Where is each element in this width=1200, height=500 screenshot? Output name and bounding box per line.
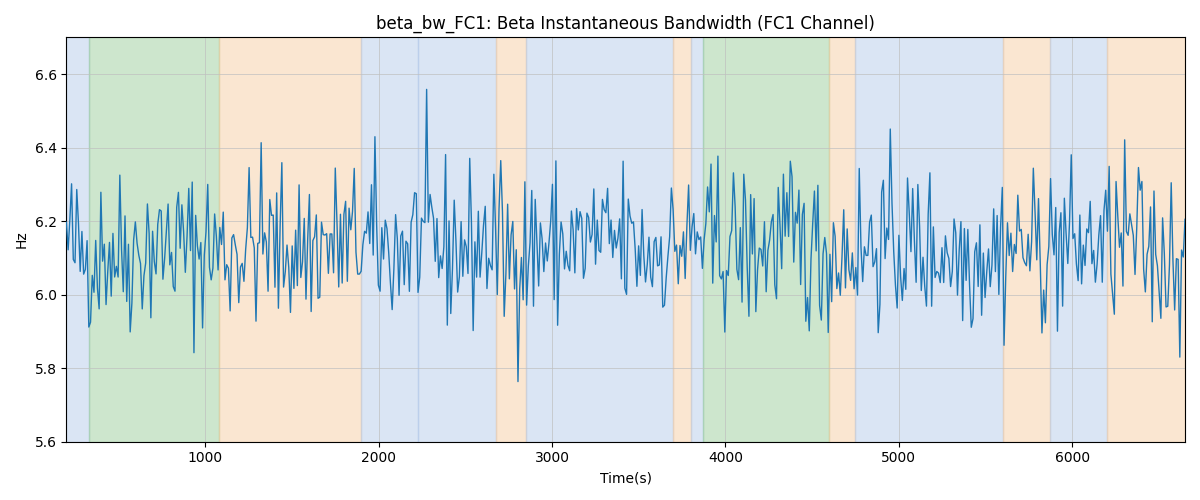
Bar	[526, 38, 673, 442]
Bar	[829, 38, 856, 442]
Bar	[497, 38, 526, 442]
Bar	[1106, 38, 1186, 442]
Bar	[361, 38, 419, 442]
Bar	[89, 38, 220, 442]
Bar	[673, 38, 691, 442]
Title: beta_bw_FC1: Beta Instantaneous Bandwidth (FC1 Channel): beta_bw_FC1: Beta Instantaneous Bandwidt…	[377, 15, 875, 34]
Bar	[1050, 38, 1106, 442]
Y-axis label: Hz: Hz	[16, 230, 29, 248]
Bar	[419, 38, 497, 442]
Bar	[66, 38, 89, 442]
X-axis label: Time(s): Time(s)	[600, 471, 652, 485]
Bar	[220, 38, 361, 442]
Bar	[1003, 38, 1050, 442]
Bar	[856, 38, 1003, 442]
Bar	[691, 38, 703, 442]
Bar	[703, 38, 829, 442]
